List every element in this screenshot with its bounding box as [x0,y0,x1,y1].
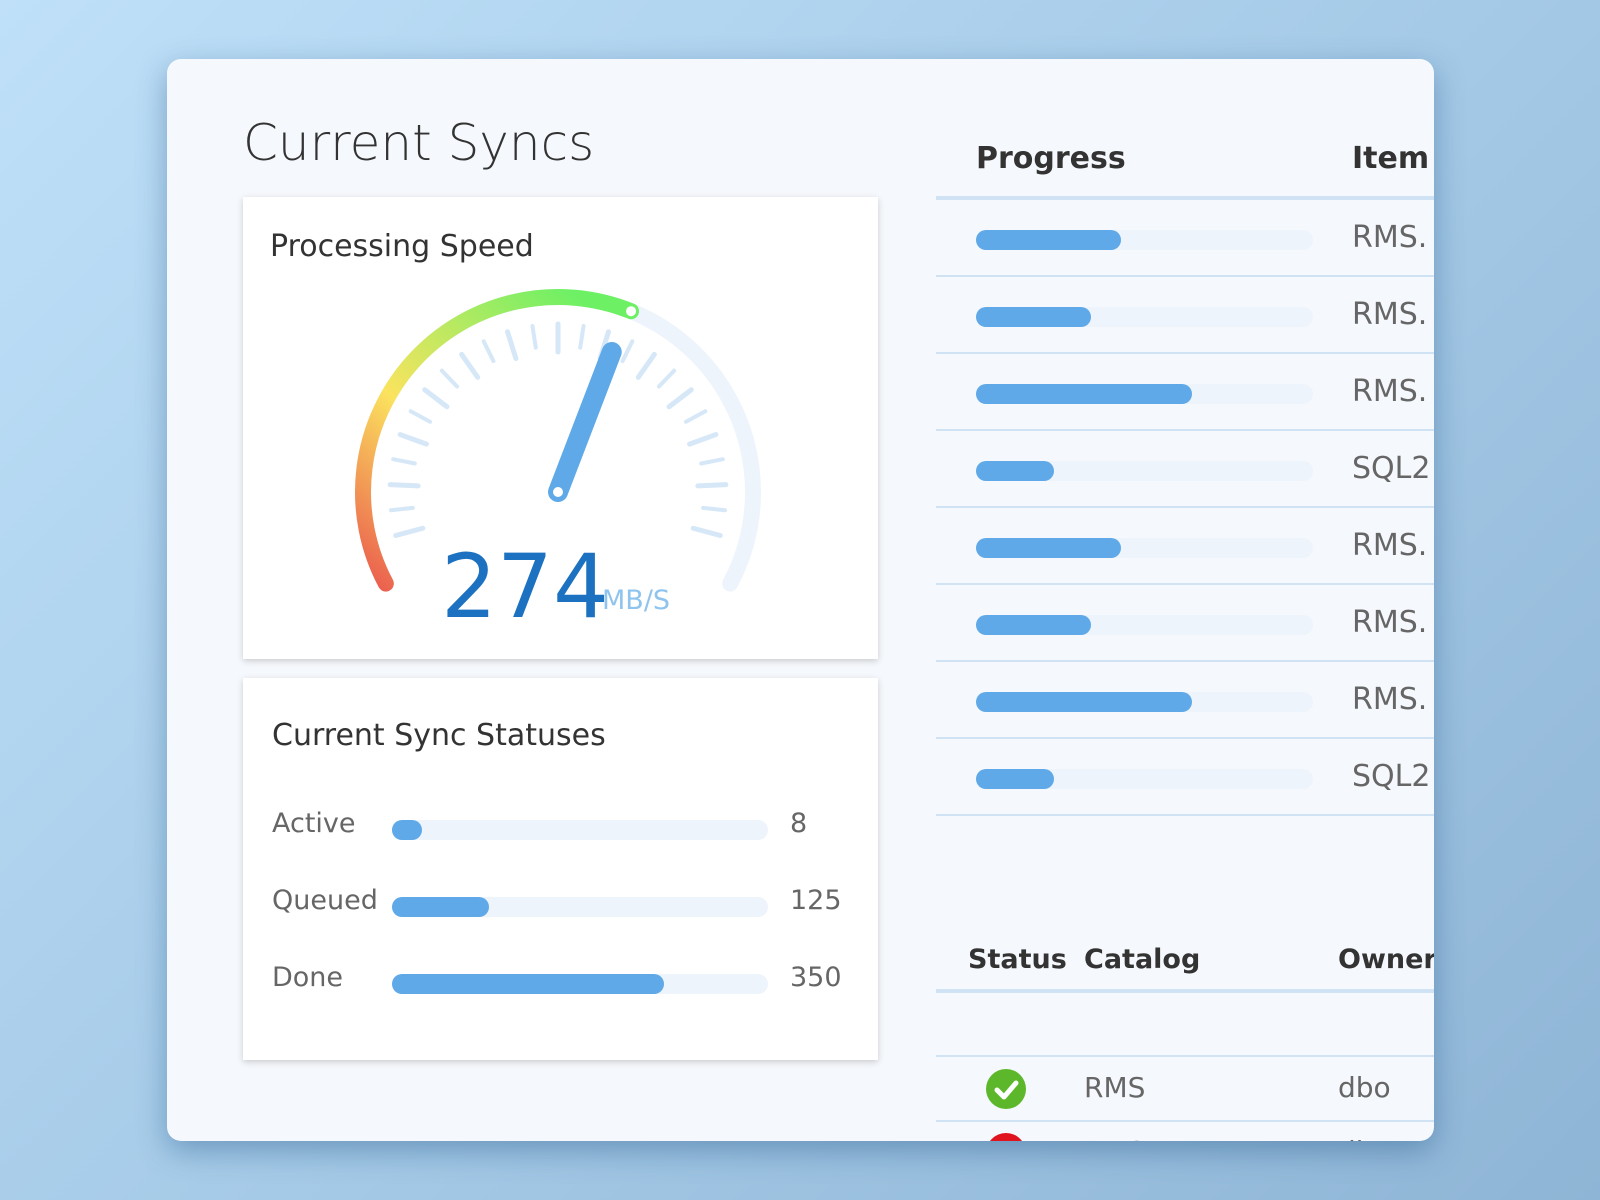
gauge-knob [626,306,637,317]
dashboard-card: Current Syncs Processing Speed 274 MB/S … [167,59,1434,1141]
header-rule [936,989,1434,993]
progress-track [976,384,1313,404]
gauge-tick [439,368,460,389]
speed-panel: Processing Speed 274 MB/S [243,197,878,659]
row-rule [936,506,1434,508]
row-rule [936,583,1434,585]
gauge-tick [635,351,657,380]
gauge-tick [388,505,415,513]
needle-hub [553,487,563,497]
gauge-tick [397,432,429,447]
status-bar [392,820,422,840]
gauge-tick [620,339,635,364]
gauge-tick [391,457,417,466]
status-icon [986,1133,1026,1141]
status-value: 125 [790,885,842,916]
gauge-tick [530,323,538,350]
progress-track [976,769,1313,789]
row-rule [936,1055,1434,1057]
status-label: Queued [272,885,378,916]
progress-bar [976,461,1054,481]
item-name: RMS. [1352,528,1428,563]
gauge-tick [701,505,728,513]
gauge-tick [684,409,708,424]
row-rule [936,429,1434,431]
item-name: RMS. [1352,297,1428,332]
progress-track [976,307,1313,327]
row-rule [936,352,1434,354]
column-header: Progress [976,141,1126,176]
panel-title: Current Sync Statuses [272,718,606,753]
gauge-tick [687,432,719,447]
gauge [355,289,761,592]
speed-value: 274 [441,535,609,638]
panel-title: Processing Speed [270,229,534,264]
gauge-tick [656,368,677,389]
column-header: Owner [1338,944,1434,975]
progress-bar [976,538,1121,558]
progress-bar [976,615,1091,635]
gauge-tick [459,351,481,380]
gauge-tick [699,457,725,466]
gauge-tick [422,387,450,410]
column-header: Status [968,944,1067,975]
status-bar [392,974,665,994]
header-rule [936,196,1434,200]
row-rule [936,1120,1434,1122]
item-name: SQL2 [1352,759,1431,794]
column-header: Item I [1352,141,1434,176]
status-label: Done [272,962,344,993]
gauge-tick [578,323,586,350]
gauge-tick [393,525,426,538]
catalog: RMS [1084,1071,1146,1104]
item-name: RMS. [1352,605,1428,640]
status-panel: Current Sync Statuses Active 8 Queued 125 Do… [243,678,878,1060]
progress-table: Progress Item I RMS. RMS. RMS. SQL2 RMS. RMS. RM… [936,59,1434,899]
item-name: SQL2 [1352,451,1431,486]
item-name: RMS. [1352,682,1428,717]
status-icon [986,1069,1026,1109]
owner: dbo [1338,1071,1391,1104]
gauge-tick [666,387,694,410]
status-value: 350 [790,962,842,993]
status-track [392,897,768,917]
row-rule [936,737,1434,739]
gauge-tick [481,339,496,364]
page-title: Current Syncs [243,114,595,172]
progress-bar [976,692,1192,712]
gauge-arc [355,289,640,592]
progress-track [976,230,1313,250]
row-rule [936,275,1434,277]
progress-track [976,461,1313,481]
progress-bar [976,769,1054,789]
progress-bar [976,307,1091,327]
gauge-needle [548,341,622,502]
status-track [392,974,768,994]
gauge-tick [690,525,723,538]
gauge-tick [504,329,519,361]
gauge-tick [408,409,432,424]
progress-track [976,538,1313,558]
gauge-tick [695,482,729,489]
catalog: RMS [1084,1135,1145,1141]
status-value: 8 [790,808,808,839]
status-label: Active [272,808,356,839]
row-rule [936,660,1434,662]
row-rule [936,814,1434,816]
progress-bar [976,230,1121,250]
progress-track [976,615,1313,635]
owner: dbo [1338,1135,1391,1141]
item-name: RMS. [1352,374,1428,409]
sync-table: Status Catalog Owner RMS dbo RMS dbo [936,879,1434,1141]
progress-bar [976,384,1192,404]
item-name: RMS. [1352,220,1428,255]
column-header: Catalog [1084,944,1201,975]
gauge-tick [387,482,421,489]
status-track [392,820,768,840]
status-bar [392,897,490,917]
progress-track [976,692,1313,712]
speed-unit: MB/S [602,585,671,616]
